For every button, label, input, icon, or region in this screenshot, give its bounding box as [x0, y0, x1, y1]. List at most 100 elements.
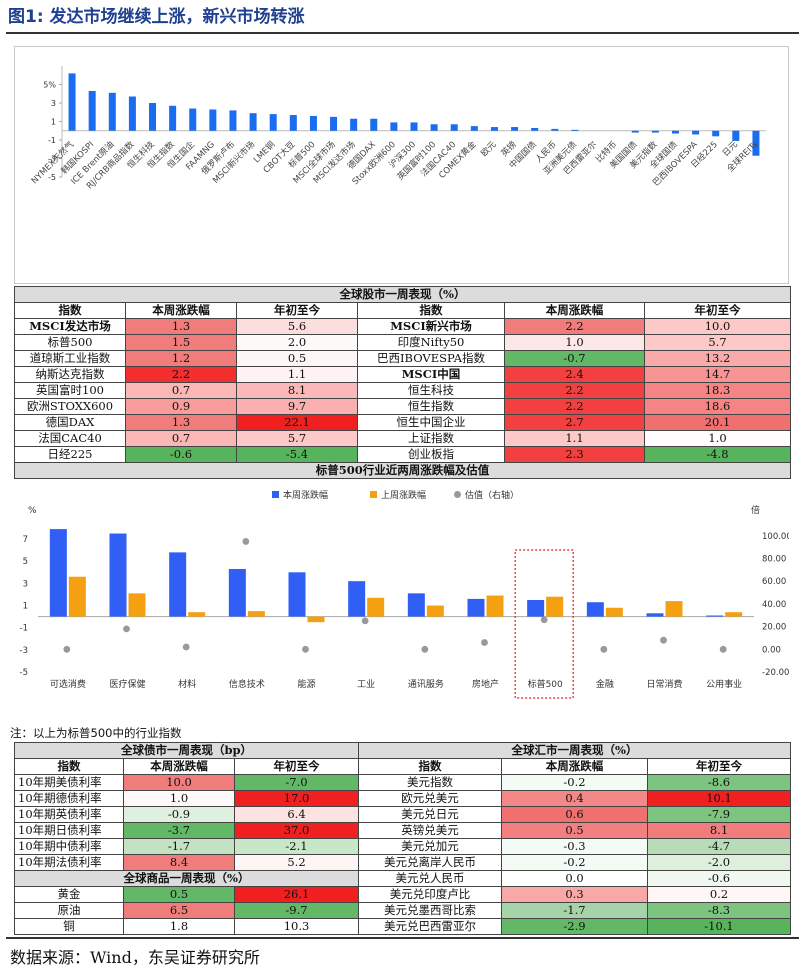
x-tick-label: 工业 [357, 679, 375, 690]
table-row: 美元兑巴西雷亚尔 -2.9 -10.1 [358, 918, 791, 935]
y-tick-label: 1 [51, 118, 56, 127]
table-cell: -10.1 [647, 918, 791, 935]
table-cell: -0.6 [125, 446, 237, 463]
x-tick-label: 医疗保健 [109, 678, 145, 690]
table-cell: 18.3 [644, 382, 791, 399]
bar [571, 129, 579, 131]
table-title-row: 全球债市一周表现（bp） [14, 742, 359, 759]
table-title-row: 标普500行业近两周涨跌幅及估值 [14, 462, 791, 479]
index-name: 恒生指数 [357, 398, 505, 415]
column-header: 年初至今 [234, 758, 359, 775]
y-tick-label: -5 [48, 173, 56, 182]
bar [247, 611, 265, 617]
index-name: 欧洲STOXX600 [14, 398, 126, 415]
table-cell: -7.0 [234, 774, 359, 791]
index-name: 原油 [14, 902, 124, 919]
bar [49, 529, 67, 617]
table-cell: 8.1 [647, 822, 791, 839]
footnote: 注：以上为标普500中的行业指数 [10, 726, 182, 740]
column-header: 本周涨跌幅 [504, 302, 645, 319]
table-cell: -2.0 [647, 854, 791, 871]
bar [586, 602, 604, 617]
table-title: 全球商品一周表现（%） [14, 870, 359, 887]
table-title: 全球债市一周表现（bp） [14, 742, 359, 759]
table-cell: 0.5 [501, 822, 648, 839]
table-cell: 0.9 [125, 398, 237, 415]
bar [229, 110, 237, 131]
table-header-row: 指数 本周涨跌幅 年初至今 [358, 758, 791, 775]
index-name: 美元兑日元 [358, 806, 502, 823]
bar [289, 115, 297, 131]
index-name: 印度Nifty50 [357, 334, 505, 351]
bar [88, 90, 96, 131]
bar [450, 124, 458, 131]
index-name: 道琼斯工业指数 [14, 350, 126, 367]
table-row: 英镑兑美元 0.5 8.1 [358, 822, 791, 839]
valuation-point [421, 645, 429, 653]
table-cell: 14.7 [644, 366, 791, 383]
x-tick-label: 能源 [297, 678, 315, 690]
table-cell: 1.0 [123, 790, 235, 807]
bar [511, 127, 519, 131]
index-name: MSCI新兴市场 [357, 318, 505, 335]
y-tick-label: -3 [20, 646, 28, 656]
table-cell: 0.3 [501, 886, 648, 903]
bar [249, 113, 257, 131]
table-cell: -0.7 [504, 350, 645, 367]
index-name: 美元兑墨西哥比索 [358, 902, 502, 919]
table-title: 全球汇市一周表现（%） [358, 742, 791, 759]
table-cell: -0.3 [501, 838, 648, 855]
bar [407, 593, 425, 617]
sp500-sector-chart: 本周涨跌幅 上周涨跌幅 估值（右轴）% 倍 7 5 3 1 -1 -3 -5 100.00 80.00 6… [20, 489, 789, 699]
column-header: 年初至今 [236, 302, 358, 319]
table-header-row: 指数 本周涨跌幅 年初至今 [14, 758, 359, 775]
table-cell: 6.4 [234, 806, 359, 823]
table-cell: -8.3 [647, 902, 791, 919]
table-cell: 0.7 [125, 382, 237, 399]
table-cell: -1.7 [123, 838, 235, 855]
bond-table: 全球债市一周表现（bp） 指数 本周涨跌幅 年初至今 10年期美债利率 10.0 -7.0 1… [14, 742, 359, 935]
valuation-point [719, 645, 727, 653]
bar [426, 605, 444, 617]
table-row: 10年期英债利率 -0.9 6.4 [14, 806, 359, 823]
table-row: 10年期法债利率 8.4 5.2 [14, 854, 359, 871]
table-row: 10年期中债利率 -1.7 -2.1 [14, 838, 359, 855]
table-cell: 1.0 [644, 430, 791, 447]
column-header: 本周涨跌幅 [123, 758, 235, 775]
y-tick-label: 1 [23, 602, 28, 612]
index-name: MSCI中国 [357, 366, 505, 383]
legend-label: 上周涨跌幅 [381, 489, 426, 501]
index-name: 创业板指 [357, 446, 505, 463]
bar [646, 613, 664, 617]
table-title: 全球股市一周表现（%） [14, 286, 791, 303]
valuation-point [660, 636, 667, 644]
table-cell: 5.2 [234, 854, 359, 871]
table-cell: 1.3 [125, 318, 237, 335]
table-cell: 0.4 [501, 790, 648, 807]
table-header-row: 指数 本周涨跌幅 年初至今 指数 本周涨跌幅 年初至今 [14, 302, 791, 319]
table-cell: 10.0 [123, 774, 235, 791]
bar [725, 612, 743, 617]
bar [671, 130, 679, 134]
bar [367, 597, 385, 617]
x-tick-label: 材料 [178, 678, 196, 690]
index-name: 上证指数 [357, 430, 505, 447]
table-row: 10年期德债利率 1.0 17.0 [14, 790, 359, 807]
table-row: 10年期日债利率 -3.7 37.0 [14, 822, 359, 839]
legend-swatch [370, 491, 377, 498]
y-tick-label: -1 [48, 136, 56, 145]
legend-label: 本周涨跌幅 [283, 489, 328, 501]
legend-swatch [272, 491, 279, 498]
table-cell: -9.7 [234, 902, 359, 919]
index-name: 标普500 [14, 334, 126, 351]
x-tick-label: 欧元 [479, 139, 499, 159]
table-cell: -4.7 [647, 838, 791, 855]
valuation-point [540, 616, 548, 624]
bar [665, 601, 683, 617]
table-row: 英国富时100 0.7 8.1 恒生科技 2.2 18.3 [14, 382, 791, 399]
table-cell: 1.0 [504, 334, 645, 351]
valuation-point [600, 645, 608, 653]
legend-label: 估值（右轴） [465, 489, 519, 501]
index-name: 巴西IBOVESPA指数 [357, 350, 505, 367]
index-name: 恒生中国企业 [357, 414, 505, 431]
